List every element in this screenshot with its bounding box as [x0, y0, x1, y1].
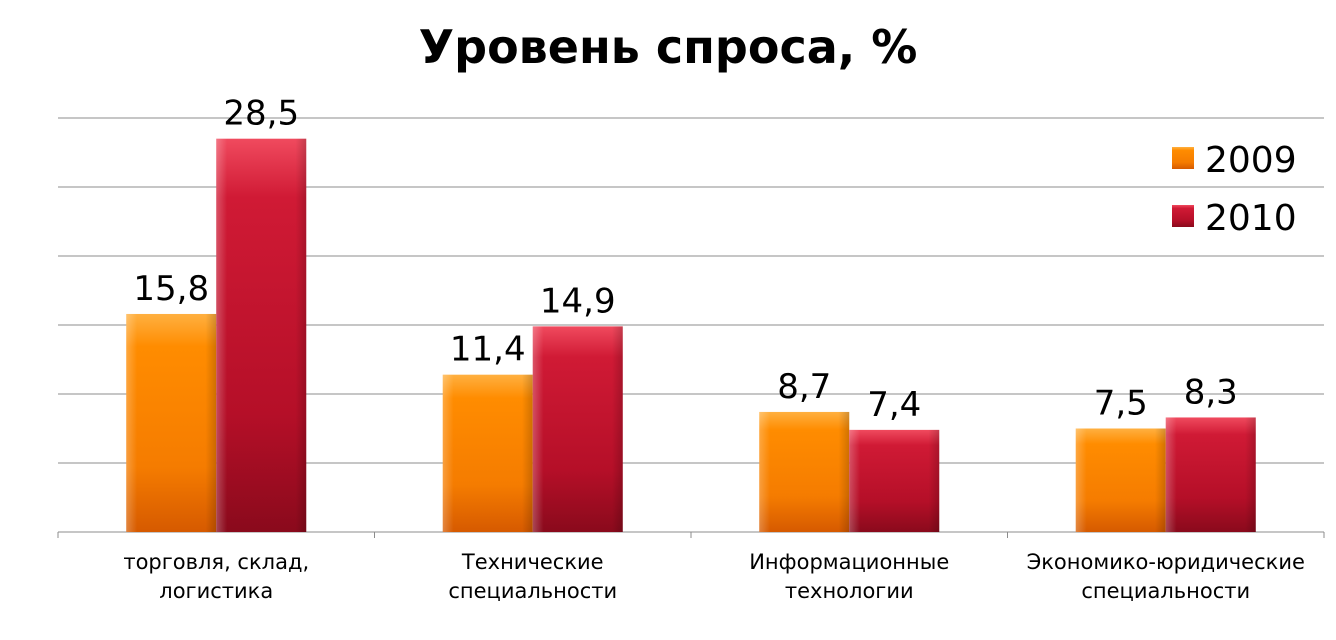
bar-shading: [1075, 428, 1166, 532]
chart-title: Уровень спроса, %: [419, 20, 918, 74]
data-labels-group: 15,8 28,5 11,4 14,9 8,7 7,4 7,5 8,3: [133, 94, 1237, 425]
bar-shading: [442, 374, 533, 532]
legend-swatch-2009: [1172, 147, 1194, 169]
category-label-3-line-1: специальности: [1081, 579, 1250, 603]
bars-group: [126, 138, 1256, 532]
bar-shading: [1165, 417, 1256, 532]
category-label-2-line-1: технологии: [785, 579, 914, 603]
x-axis: [57, 531, 1325, 538]
category-label-2-line-0: Информационные: [749, 550, 949, 574]
data-label-2010-2: 7,4: [867, 385, 921, 425]
bar-shading: [126, 313, 217, 532]
category-label-3-line-0: Экономико-юридические: [1027, 550, 1305, 574]
data-label-2009-1: 11,4: [450, 330, 526, 370]
data-label-2010-3: 8,3: [1184, 372, 1238, 412]
category-labels-group: торговля, склад, логистика Технические спец…: [123, 550, 1305, 603]
legend-label-2010: 2010: [1205, 198, 1297, 239]
data-label-2009-0: 15,8: [133, 269, 209, 309]
legend-label-2009: 2009: [1205, 140, 1297, 181]
bar-shading: [532, 326, 623, 532]
data-label-2009-2: 8,7: [777, 367, 831, 407]
legend-swatch-2010: [1172, 205, 1194, 227]
data-label-2009-3: 7,5: [1094, 384, 1148, 424]
bar-shading: [759, 411, 850, 532]
category-label-1-line-0: Технические: [461, 550, 604, 574]
category-label-1-line-1: специальности: [448, 579, 617, 603]
data-label-2010-0: 28,5: [223, 94, 299, 134]
category-label-0-line-0: торговля, склад,: [123, 550, 309, 574]
data-label-2010-1: 14,9: [540, 281, 616, 321]
legend: 2009 2010: [1172, 140, 1297, 239]
category-label-0-line-1: логистика: [159, 579, 273, 603]
bar-shading: [849, 429, 940, 532]
bar-shading: [216, 138, 307, 532]
